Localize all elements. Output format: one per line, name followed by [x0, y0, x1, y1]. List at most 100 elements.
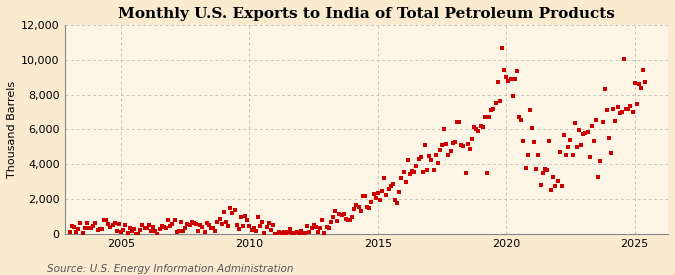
Point	[389, 198, 400, 202]
Point	[216, 222, 227, 227]
Point	[574, 128, 585, 132]
Point	[548, 174, 559, 179]
Point	[66, 224, 77, 228]
Point	[599, 87, 610, 92]
Point	[618, 57, 629, 61]
Point	[426, 158, 437, 162]
Point	[310, 225, 321, 229]
Point	[516, 118, 526, 122]
Point	[229, 208, 240, 212]
Point	[563, 145, 574, 149]
Point	[111, 229, 122, 233]
Point	[329, 209, 340, 213]
Point	[214, 217, 225, 221]
Point	[605, 151, 616, 155]
Point	[88, 224, 99, 228]
Point	[608, 106, 619, 111]
Point	[572, 145, 583, 150]
Point	[178, 229, 188, 233]
Point	[569, 121, 580, 125]
Point	[197, 225, 208, 229]
Point	[105, 224, 116, 229]
Point	[163, 217, 173, 222]
Point	[567, 153, 578, 157]
Point	[518, 139, 529, 143]
Point	[77, 231, 88, 235]
Point	[325, 220, 336, 224]
Point	[272, 232, 283, 236]
Point	[368, 191, 379, 196]
Point	[621, 106, 632, 111]
Point	[529, 140, 539, 144]
Point	[84, 226, 95, 230]
Point	[614, 111, 625, 115]
Point	[289, 230, 300, 235]
Point	[541, 168, 552, 173]
Point	[190, 222, 201, 226]
Point	[86, 226, 97, 230]
Point	[537, 171, 548, 175]
Point	[484, 114, 495, 119]
Point	[274, 230, 285, 234]
Point	[446, 149, 456, 153]
Point	[464, 147, 475, 151]
Point	[490, 101, 501, 105]
Point	[499, 67, 510, 72]
Point	[345, 218, 356, 222]
Point	[471, 127, 482, 131]
Point	[638, 68, 649, 72]
Point	[285, 227, 296, 231]
Point	[578, 132, 589, 136]
Point	[458, 144, 469, 148]
Point	[539, 167, 550, 172]
Point	[450, 140, 460, 144]
Point	[203, 223, 214, 227]
Point	[437, 142, 448, 147]
Point	[396, 176, 407, 180]
Point	[520, 166, 531, 170]
Point	[627, 110, 638, 114]
Point	[495, 98, 506, 103]
Point	[252, 215, 263, 219]
Point	[360, 194, 371, 199]
Point	[287, 230, 298, 235]
Point	[366, 199, 377, 204]
Point	[317, 217, 327, 222]
Point	[510, 77, 520, 81]
Point	[358, 194, 369, 198]
Point	[69, 225, 80, 230]
Point	[150, 229, 161, 233]
Point	[468, 125, 479, 130]
Point	[492, 80, 503, 84]
Point	[186, 219, 197, 224]
Point	[514, 115, 524, 120]
Point	[454, 119, 464, 124]
Point	[636, 86, 647, 90]
Point	[141, 226, 152, 230]
Point	[227, 211, 238, 216]
Point	[591, 117, 601, 122]
Point	[533, 153, 544, 158]
Point	[522, 153, 533, 157]
Point	[587, 124, 597, 128]
Point	[283, 229, 294, 234]
Point	[92, 228, 103, 232]
Point	[475, 124, 486, 128]
Point	[291, 230, 302, 235]
Point	[503, 79, 514, 84]
Point	[561, 153, 572, 157]
Point	[90, 221, 101, 225]
Point	[373, 191, 383, 196]
Point	[206, 226, 217, 231]
Point	[199, 230, 210, 235]
Point	[351, 203, 362, 208]
Point	[259, 231, 270, 235]
Point	[221, 220, 232, 224]
Point	[559, 133, 570, 138]
Point	[433, 161, 443, 165]
Point	[505, 77, 516, 81]
Point	[623, 107, 634, 111]
Point	[428, 167, 439, 172]
Point	[556, 184, 567, 188]
Point	[159, 224, 169, 229]
